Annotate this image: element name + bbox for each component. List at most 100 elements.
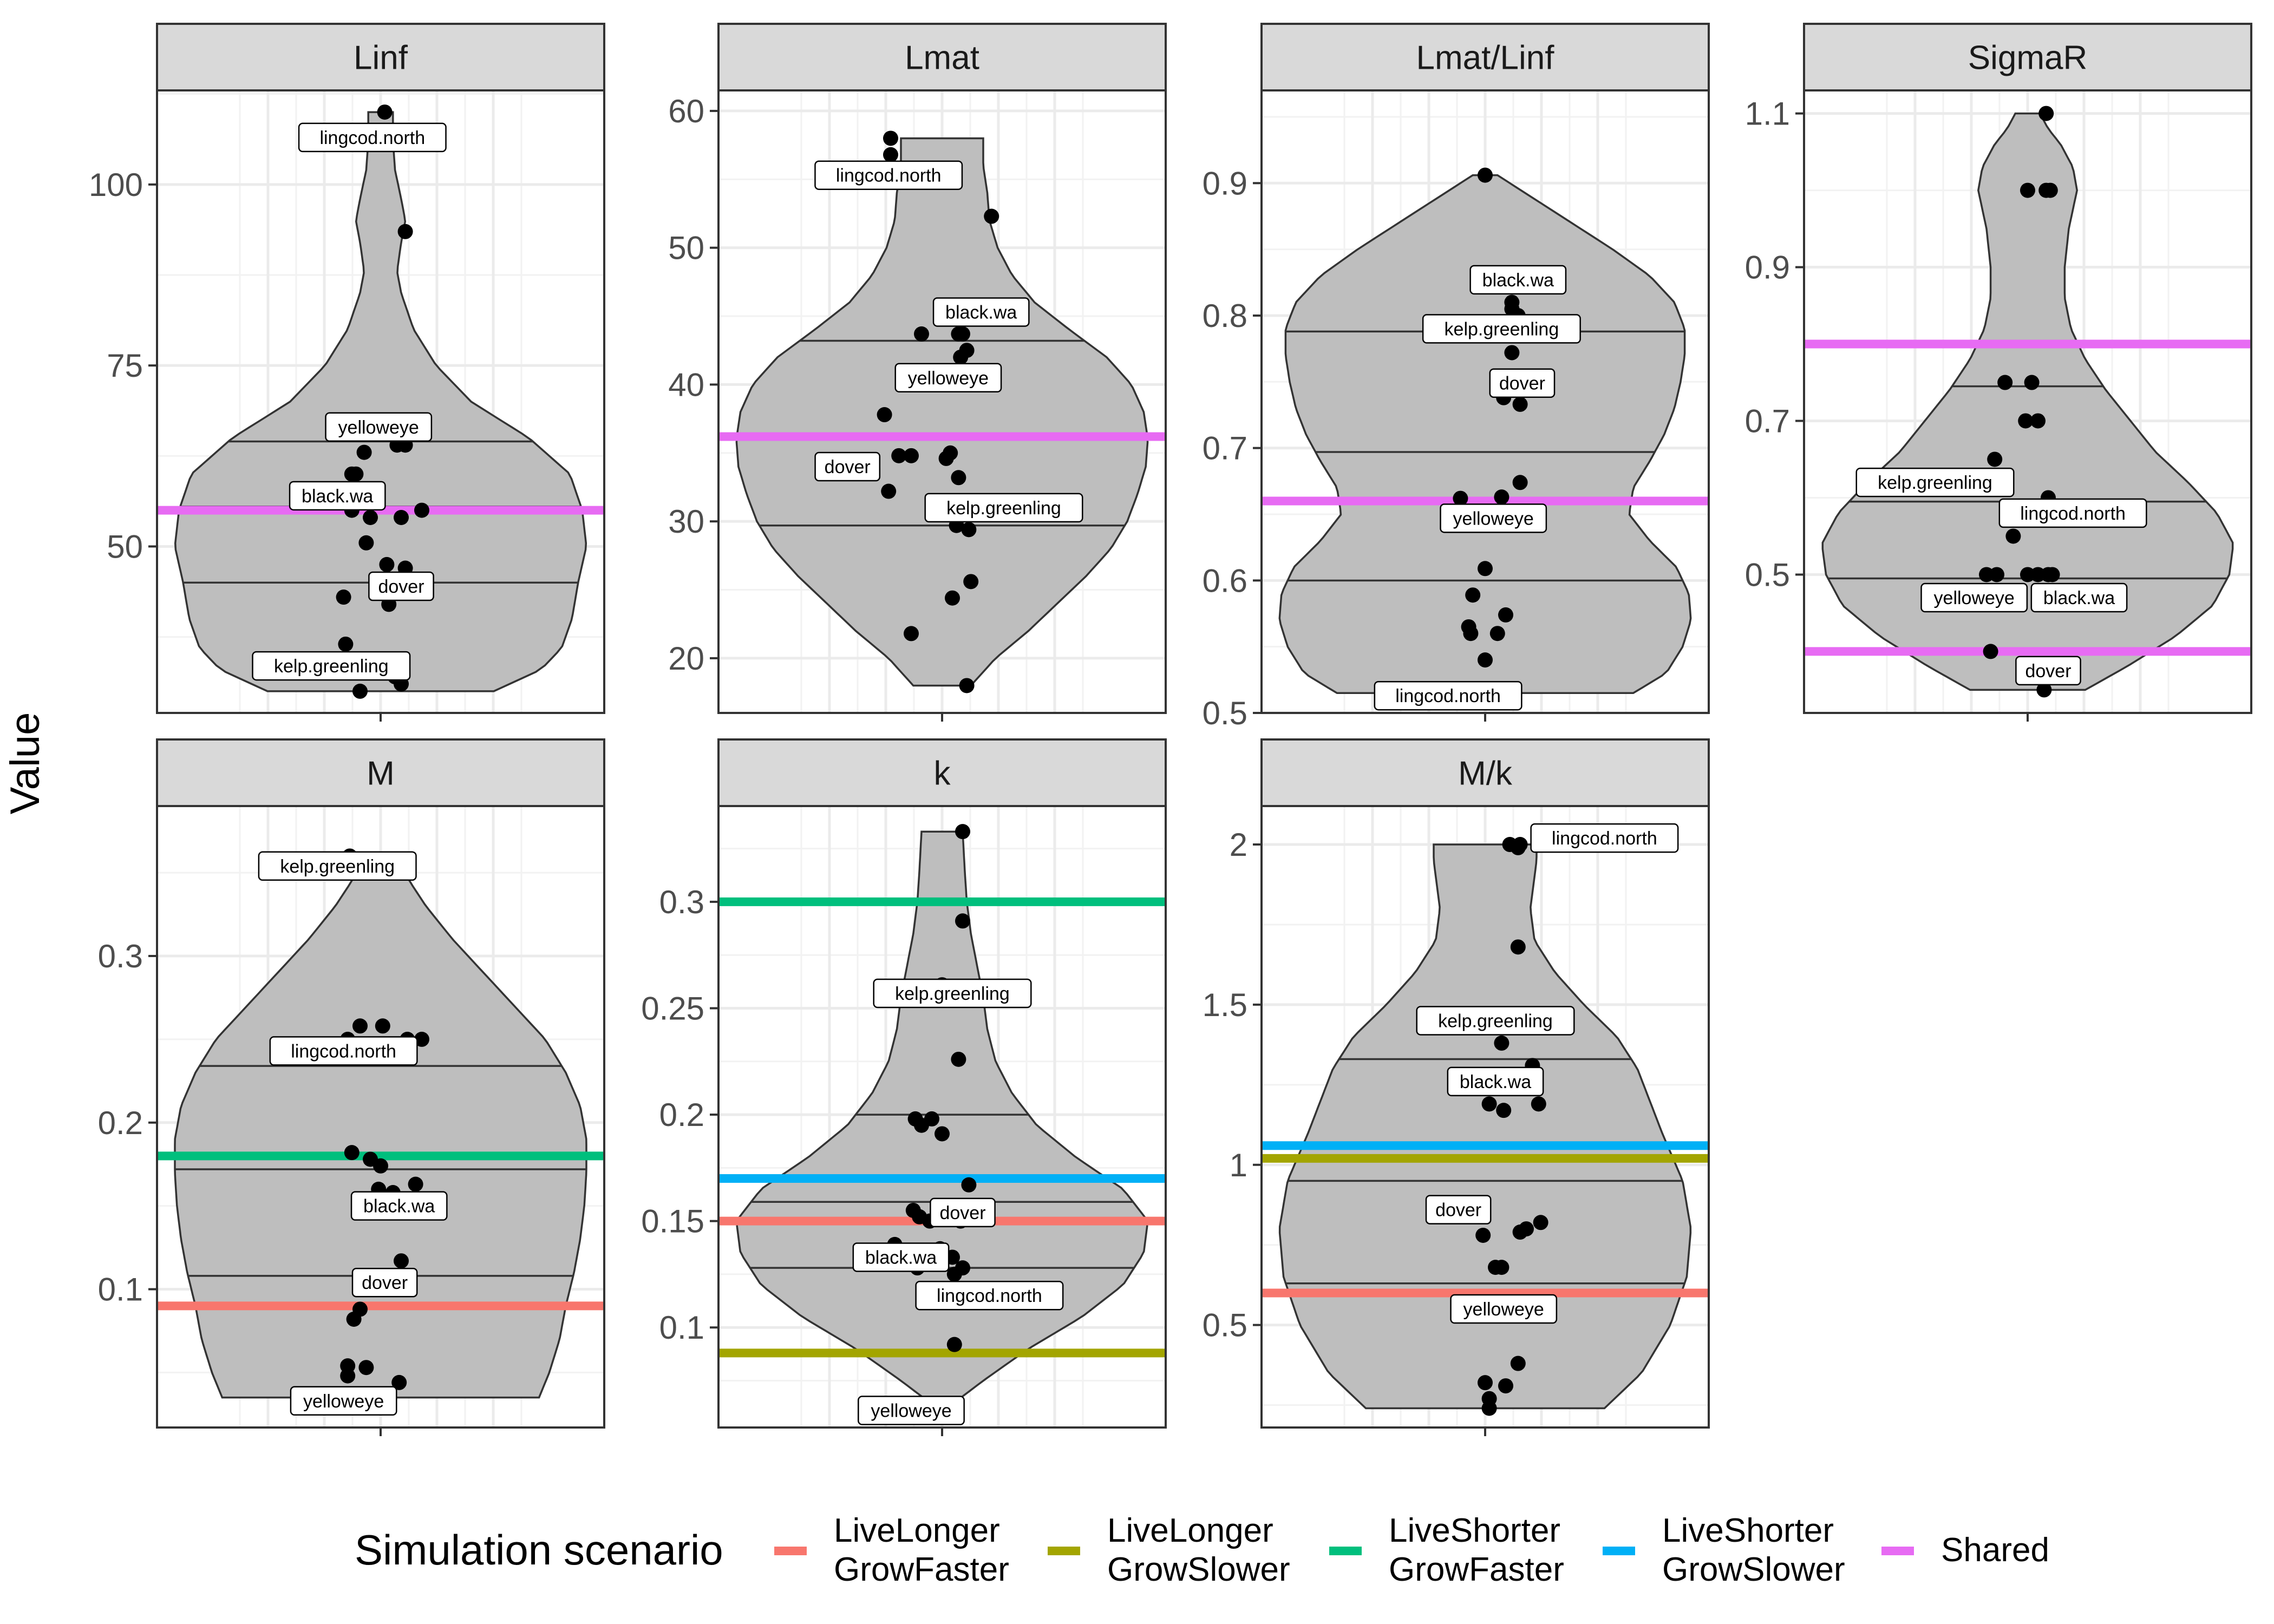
data-point [881,483,897,499]
data-point [414,502,429,518]
violin-body [174,111,587,692]
point-label-box [290,1386,397,1416]
data-point [1533,1215,1548,1230]
data-point [346,1311,362,1327]
data-point [1478,652,1493,668]
data-point [883,147,898,162]
point-label-box [932,297,1030,327]
strip-background [156,738,605,807]
data-point [2030,413,2046,429]
point-label-box [1920,582,2028,613]
data-point [358,1360,374,1376]
data-point [1498,607,1513,623]
y-tick-label: 0.1 [659,1309,704,1346]
data-point [394,509,409,525]
point-label-box [1530,823,1679,853]
data-point [373,1158,388,1174]
legend: Simulation scenario LiveLongerGrowFaster… [355,1512,2049,1588]
point-label-box [350,1191,448,1221]
data-point [883,130,898,146]
y-tick-label: 0.3 [659,884,704,920]
point-label-box [1416,1006,1575,1036]
panel-content: lingcod.north black.wa yelloweye dover kelp.… [718,130,1166,693]
y-tick-label: 0.6 [1203,562,1247,599]
point-label: lingcod.north [814,160,963,190]
violin-body [1821,112,2234,691]
point-label: kelp.greenling [258,851,417,881]
data-point [391,1374,407,1390]
point-label-box [814,160,963,190]
point-label-box [814,451,881,482]
data-point [1494,1035,1510,1051]
point-label: kelp.greenling [1855,467,2015,497]
y-tick-label: 1.5 [1203,987,1247,1023]
point-label: lingcod.north [915,1280,1064,1311]
point-label-text: black.wa [363,1196,435,1217]
point-label-text: yelloweye [1453,508,1534,529]
data-point [338,636,354,652]
point-label-text: dover [1499,374,1545,394]
point-label-text: kelp.greenling [280,856,395,877]
y-axis-title: Value [2,712,48,815]
point-label: yelloweye [1440,503,1547,533]
data-point [2044,567,2060,582]
point-label-text: dover [362,1273,408,1293]
data-point [1453,490,1468,506]
y-tick-label: 50 [107,528,143,565]
data-point [375,1018,390,1034]
point-label-box [1374,680,1522,711]
facet-panel: 0.5 1 1.5 2 lingcod.north kelp.greenling black… [1203,738,1710,1436]
data-point [904,626,919,641]
point-label: black.wa [1469,265,1567,295]
point-label: kelp.greenling [252,651,411,681]
data-point [963,574,979,590]
data-point [914,326,929,342]
data-point [1983,644,1998,659]
data-point [394,1253,409,1269]
point-label: black.wa [852,1242,950,1272]
point-label-box [915,1280,1064,1311]
point-label: dover [930,1197,996,1228]
strip-title: M/k [1458,755,1513,793]
y-tick-label: 0.9 [1745,250,1790,286]
point-label-box [1447,1066,1544,1097]
point-label-text: kelp.greenling [1445,319,1559,339]
y-tick-label: 60 [668,93,704,129]
strip-background [1260,23,1710,91]
legend-label-line1: LiveLonger [834,1512,1000,1549]
point-label: kelp.greenling [1422,314,1581,344]
point-label-box [873,978,1032,1009]
point-label-text: yelloweye [338,417,419,438]
point-label-box [1469,265,1567,295]
point-label-text: kelp.greenling [946,498,1061,519]
point-label-box [852,1242,950,1272]
point-label-text: kelp.greenling [1878,473,1992,493]
facet-panel: 0.5 0.6 0.7 0.8 0.9 black.wa kelp.greenling dov… [1203,23,1710,731]
point-label-text: yelloweye [871,1401,951,1422]
data-point [1496,1103,1512,1118]
point-label-box [368,571,434,601]
data-point [1531,1096,1546,1112]
point-label: yelloweye [290,1386,397,1416]
point-label-text: black.wa [1460,1072,1531,1092]
point-label: dover [1489,368,1556,398]
point-label: dover [814,451,881,482]
data-point [2024,375,2040,390]
point-label: dover [2015,656,2081,686]
point-label-box [258,851,417,881]
strip-title: SigmaR [1968,40,2088,77]
point-label-text: yelloweye [1934,588,2015,608]
point-label-box [1855,467,2015,497]
point-label-text: dover [1435,1200,1481,1221]
y-tick-label: 40 [668,366,704,403]
data-point [1512,1224,1528,1240]
point-label-text: lingcod.north [1552,828,1657,849]
legend-title: Simulation scenario [355,1526,723,1574]
data-point [951,1051,966,1067]
data-point [336,590,351,605]
facet-panel: 0.5 0.7 0.9 1.1 kelp.greenling lingcod.north y… [1745,23,2252,722]
data-point [946,1337,962,1352]
data-point [2005,528,2021,544]
